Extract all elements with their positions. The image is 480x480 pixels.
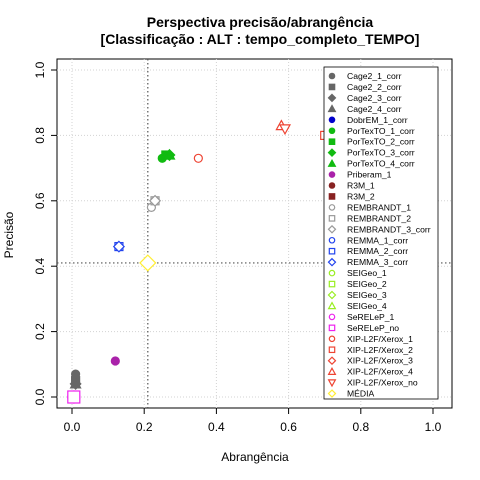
legend-marker-19: [328, 280, 336, 288]
legend-box: [323, 66, 439, 400]
legend-label-6: PorTexTO_2_corr: [347, 137, 415, 147]
legend-label-25: XIP-L2F/Xerox_2: [347, 345, 413, 355]
legend-label-17: REMMA_3_corr: [347, 257, 408, 267]
legend-label-8: PorTexTO_4_corr: [347, 159, 415, 169]
legend-label-2: Cage2_3_corr: [347, 93, 402, 103]
legend-marker-25: [328, 346, 336, 354]
legend-label-24: XIP-L2F/Xerox_1: [347, 334, 413, 344]
legend-label-28: XIP-L2F/Xerox_no: [347, 378, 418, 388]
x-axis-label: Abrangência: [221, 450, 289, 464]
chart-title: Perspectiva precisão/abrangência: [147, 14, 374, 30]
legend-label-26: XIP-L2F/Xerox_3: [347, 356, 413, 366]
legend-label-20: SEIGeo_3: [347, 290, 387, 300]
legend-label-12: REMBRANDT_1: [347, 202, 411, 212]
chart-subtitle: [Classificação : ALT : tempo_completo_TE…: [101, 31, 420, 47]
x-tick-label-2: 0.4: [208, 420, 225, 434]
data-point-8: [163, 148, 176, 160]
x-tick-label-3: 0.6: [280, 420, 297, 434]
legend-marker-29: [327, 389, 337, 398]
x-tick-label-4: 0.8: [352, 420, 369, 434]
y-tick-label-1: 0.2: [33, 323, 47, 340]
y-tick-label-4: 0.8: [33, 127, 47, 144]
legend-marker-0: [328, 72, 336, 80]
y-tick-label-2: 0.4: [33, 258, 47, 275]
legend-marker-9: [328, 171, 336, 178]
data-point-14: [148, 194, 162, 207]
legend-label-1: Cage2_2_corr: [347, 82, 402, 92]
legend-label-5: PorTexTO_1_corr: [347, 126, 415, 136]
legend-label-16: REMMA_2_corr: [347, 246, 408, 256]
legend-label-22: SeRELeP_1: [347, 312, 395, 322]
data-point-24: [193, 153, 203, 163]
y-tick-label-0: 0.0: [33, 388, 47, 405]
legend-marker-5: [328, 127, 336, 135]
legend-marker-11: [328, 193, 336, 200]
legend-marker-15: [328, 236, 336, 244]
legend-label-14: REMBRANDT_3_corr: [347, 224, 431, 234]
legend-label-11: R3M_2: [347, 191, 375, 201]
legend-marker-22: [328, 313, 336, 321]
legend-label-27: XIP-L2F/Xerox_4: [347, 367, 413, 377]
legend-label-19: SEIGeo_2: [347, 279, 387, 289]
legend-marker-17: [327, 257, 337, 267]
legend-marker-3: [327, 104, 337, 113]
legend-marker-20: [327, 290, 337, 300]
legend-label-10: R3M_1: [347, 181, 375, 191]
legend: Cage2_1_corrCage2_2_corrCage2_3_corrCage…: [327, 71, 431, 399]
legend-marker-6: [328, 138, 336, 146]
legend-label-3: Cage2_4_corr: [347, 104, 402, 114]
legend-marker-1: [328, 83, 336, 91]
legend-marker-4: [328, 116, 336, 124]
legend-label-7: PorTexTO_3_corr: [347, 148, 415, 158]
data-point-28: [278, 124, 292, 136]
legend-label-13: REMBRANDT_2: [347, 213, 411, 223]
legend-label-9: Priberam_1: [347, 170, 392, 180]
legend-marker-26: [327, 356, 337, 366]
legend-label-0: Cage2_1_corr: [347, 71, 402, 81]
legend-marker-24: [328, 335, 336, 343]
legend-marker-10: [328, 182, 336, 189]
x-tick-label-1: 0.2: [136, 420, 153, 434]
legend-marker-7: [327, 148, 337, 158]
legend-label-15: REMMA_1_corr: [347, 235, 408, 245]
legend-marker-13: [328, 215, 336, 222]
y-axis-label: Precisão: [2, 211, 16, 258]
axis-ticks: 0.0 0.2 0.4 0.6 0.8 1.0 0.0 0.2 0.4 0.6 0.8 1.0: [33, 61, 442, 434]
legend-marker-23: [328, 324, 336, 332]
legend-marker-27: [327, 367, 337, 375]
legend-marker-21: [327, 301, 337, 310]
legend-label-18: SEIGeo_1: [347, 268, 387, 278]
y-tick-label-5: 1.0: [33, 61, 47, 78]
legend-label-21: SEIGeo_4: [347, 301, 387, 311]
data-point-9: [110, 356, 120, 366]
legend-label-23: SeRELeP_no: [347, 323, 399, 333]
y-tick-label-3: 0.6: [33, 192, 47, 209]
data-point-23: [67, 390, 81, 404]
legend-marker-2: [327, 93, 337, 103]
x-tick-label-0: 0.0: [64, 420, 81, 434]
data-point-17: [112, 240, 125, 253]
legend-label-4: DobrEM_1_corr: [347, 115, 408, 125]
legend-marker-16: [328, 247, 336, 255]
data-point-3: [69, 377, 82, 389]
x-tick-label-5: 1.0: [425, 420, 442, 434]
legend-label-29: MÉDIA: [347, 389, 374, 399]
legend-marker-28: [327, 379, 337, 388]
data-point-29: [139, 254, 157, 272]
legend-marker-12: [328, 204, 336, 211]
legend-marker-18: [328, 269, 336, 277]
legend-marker-8: [327, 158, 337, 167]
legend-marker-14: [327, 224, 337, 234]
